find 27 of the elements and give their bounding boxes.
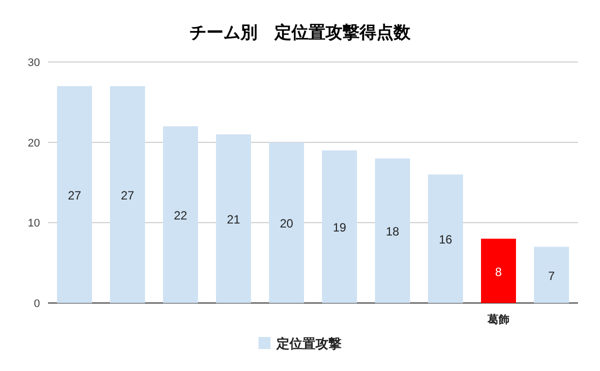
- data-label: 19: [332, 220, 346, 235]
- bar: [481, 238, 516, 303]
- data-label: 22: [174, 208, 188, 223]
- bar: [216, 134, 251, 303]
- bar: [57, 86, 92, 303]
- data-label: 18: [386, 224, 400, 239]
- chart-title: チーム別 定位置攻撃得点数: [190, 23, 412, 42]
- y-tick-label: 20: [28, 137, 40, 150]
- x-tick-label: 葛飾: [486, 313, 510, 326]
- bar: [269, 142, 304, 303]
- bar: [428, 174, 463, 303]
- legend-label: 定位置攻撃: [276, 336, 342, 351]
- data-label: 21: [226, 212, 240, 227]
- data-label: 27: [68, 188, 82, 203]
- bar: [163, 126, 198, 303]
- y-tick-label: 0: [34, 298, 40, 310]
- bar: [110, 86, 145, 303]
- y-tick-label: 10: [28, 218, 40, 230]
- y-tick-label: 30: [28, 57, 40, 69]
- data-label: 8: [495, 264, 502, 279]
- data-label: 20: [280, 216, 294, 231]
- bar: [375, 158, 410, 303]
- data-label: 7: [548, 268, 556, 283]
- data-label: 16: [438, 232, 452, 247]
- bar: [534, 246, 569, 303]
- data-label: 27: [120, 188, 134, 203]
- bar: [322, 150, 357, 303]
